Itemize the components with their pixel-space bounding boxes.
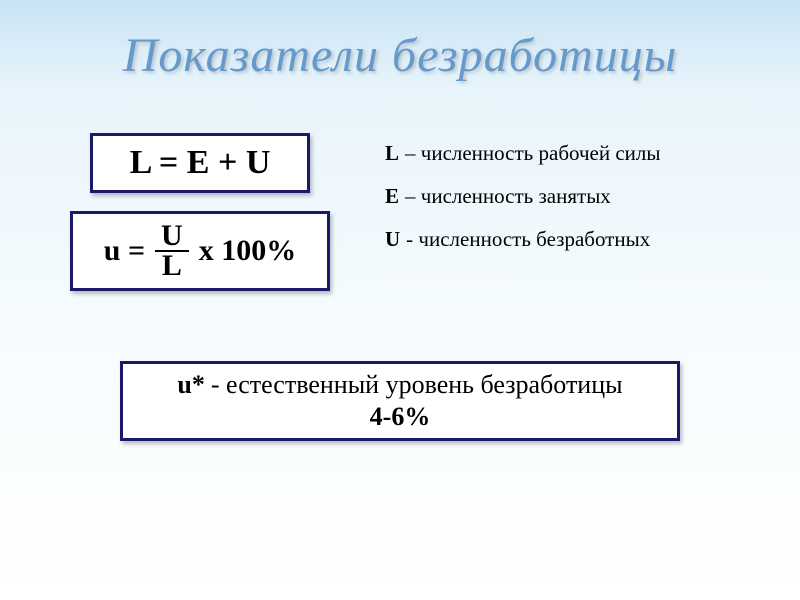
formula2-lhs: u = [104,234,145,268]
natural-unemployment-box: u* - естественный уровень безработицы 4-… [120,361,680,441]
def-U-text: - численность безработных [406,227,650,252]
formula2-fraction: U L [155,222,189,281]
natural-desc: - естественный уровень безработицы [211,369,623,402]
definition-E: E – численность занятых [385,184,661,209]
fraction-numerator: U [155,222,189,253]
definition-L: L – численность рабочей силы [385,141,661,166]
formula2-rhs: x 100% [199,234,297,268]
natural-ustar: u* [177,369,204,402]
content-row: L = E + U u = U L x 100% L – численность… [0,133,800,291]
def-L-text: – численность рабочей силы [405,141,660,166]
definition-U: U - численность безработных [385,227,661,252]
natural-range: 4-6% [370,401,431,434]
def-U-var: U [385,227,400,252]
natural-line1: u* - естественный уровень безработицы [177,369,622,402]
def-E-text: – численность занятых [405,184,611,209]
formula-unemployment-rate: u = U L x 100% [70,211,330,291]
def-L-var: L [385,141,399,166]
formula2-inner: u = U L x 100% [104,222,296,281]
page-title: Показатели безработицы [0,0,800,83]
formulas-column: L = E + U u = U L x 100% [40,133,360,291]
definitions-column: L – численность рабочей силы E – численн… [360,133,661,291]
formula-labor-force: L = E + U [90,133,310,193]
def-E-var: E [385,184,399,209]
fraction-denominator: L [156,252,188,281]
